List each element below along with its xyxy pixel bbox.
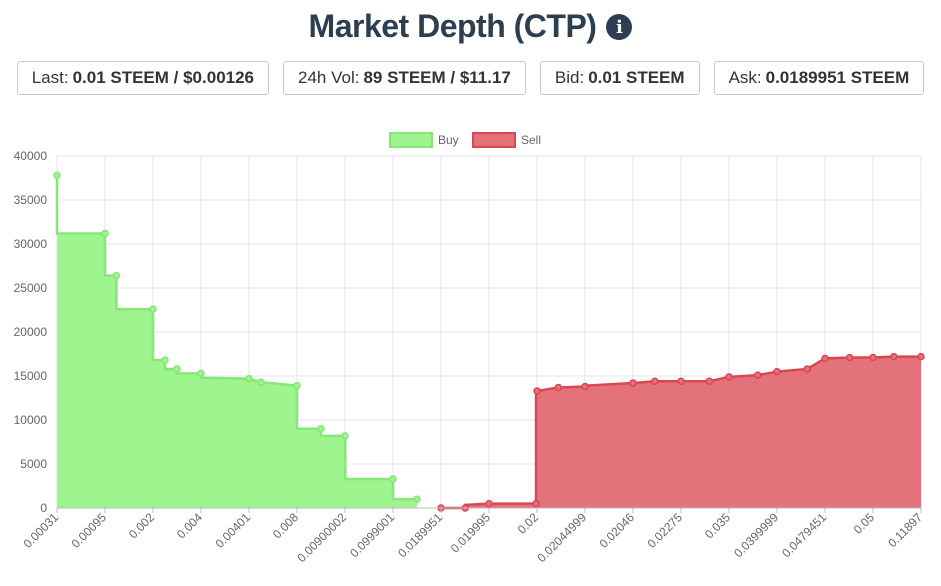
y-tick-label: 0 (40, 501, 47, 515)
legend-swatch-sell (472, 132, 516, 148)
data-point-buy (257, 378, 265, 386)
data-point-buy (317, 425, 325, 433)
x-tick-label: 0.02044999 (534, 510, 589, 565)
x-tick-label: 0.0479451 (779, 510, 829, 560)
legend-swatch-buy (389, 132, 433, 148)
legend-label-sell: Sell (521, 133, 541, 147)
x-tick-label: 0.11897 (885, 510, 925, 550)
stat-volume: 24h Vol: 89 STEEM / $11.17 (283, 61, 526, 95)
y-tick-label: 5000 (20, 457, 47, 471)
y-tick-label: 10000 (14, 413, 48, 427)
data-point-sell (651, 377, 659, 386)
data-point-buy (149, 305, 157, 313)
x-tick-label: 0.00031 (21, 510, 62, 551)
title-row: Market Depth (CTP) i (0, 4, 941, 48)
x-tick-label: 0.0399999 (731, 510, 781, 560)
data-point-sell (890, 352, 898, 361)
series-area-sell (441, 356, 921, 508)
stat-ask: Ask: 0.0189951 STEEM (713, 61, 925, 95)
stat-bid-value: 0.01 STEEM (588, 68, 685, 87)
stat-last-value: 0.01 STEEM / $0.00126 (72, 68, 255, 87)
data-point-buy (341, 432, 349, 440)
stat-volume-label: 24h Vol: (298, 68, 360, 87)
stat-last: Last: 0.01 STEEM / $0.00126 (16, 61, 270, 95)
data-point-sell (629, 379, 637, 387)
data-point-buy (293, 381, 301, 390)
data-point-sell (485, 499, 493, 508)
y-tick-label: 40000 (14, 149, 48, 163)
legend-label-buy: Buy (438, 133, 459, 147)
depth-chart: 0 5000 10000 15000 20000 25000 30000 35000 40000… (14, 132, 925, 565)
data-point-sell (554, 383, 563, 392)
stat-ask-label: Ask: (728, 68, 762, 87)
page-title: Market Depth (CTP) (308, 7, 597, 44)
data-point-sell (845, 353, 854, 362)
x-tick-label: 0.00095 (69, 510, 110, 551)
x-tick-label: 0.0999001 (347, 510, 397, 560)
x-tick-label: 0.0189951 (395, 510, 445, 560)
data-point-sell (754, 371, 762, 379)
legend-item-sell[interactable]: Sell (472, 132, 541, 148)
data-point-buy (161, 356, 169, 364)
y-tick-label: 15000 (14, 369, 48, 383)
x-tick-label: 0.02275 (645, 510, 686, 551)
data-point-sell (773, 367, 781, 376)
data-point-buy (112, 271, 121, 280)
x-tick-label: 0.05 (851, 510, 878, 537)
x-tick-label: 0.019995 (448, 510, 494, 556)
data-point-sell (705, 377, 714, 386)
data-point-buy (389, 475, 397, 483)
x-tick-label: 0.02 (515, 510, 542, 537)
y-tick-label: 35000 (14, 193, 48, 207)
data-point-sell (581, 382, 589, 391)
data-point-sell (917, 352, 925, 361)
data-point-buy (101, 229, 109, 238)
y-tick-label: 20000 (14, 325, 48, 339)
data-point-sell (803, 365, 811, 373)
data-point-sell (677, 377, 685, 386)
x-tick-label: 0.00900002 (294, 510, 349, 565)
stat-bid: Bid: 0.01 STEEM (539, 61, 700, 95)
x-tick-label: 0.002 (126, 510, 157, 541)
stat-volume-value: 89 STEEM / $11.17 (363, 68, 511, 87)
data-point-sell (533, 387, 541, 395)
x-tick-label: 0.035 (702, 510, 733, 541)
x-tick-label: 0.00401 (213, 510, 254, 551)
stat-bid-label: Bid: (554, 68, 585, 87)
data-point-sell (725, 373, 733, 381)
data-point-buy (413, 495, 421, 503)
stats-bar: Last: 0.01 STEEM / $0.00126 24h Vol: 89 … (0, 61, 941, 95)
data-point-sell (869, 353, 877, 362)
y-tick-label: 30000 (14, 237, 48, 251)
legend-item-buy[interactable]: Buy (389, 132, 459, 148)
data-point-buy (173, 365, 181, 373)
data-point-buy (53, 171, 61, 180)
data-point-sell (821, 354, 829, 363)
x-tick-label: 0.02046 (597, 510, 638, 551)
stat-last-label: Last: (31, 68, 69, 87)
y-tick-label: 25000 (14, 281, 48, 295)
stat-ask-value: 0.0189951 STEEM (765, 68, 910, 87)
data-point-sell (532, 499, 540, 508)
x-tick-label: 0.004 (174, 510, 205, 541)
data-point-buy (245, 374, 253, 383)
x-tick-label: 0.008 (270, 510, 301, 541)
data-point-buy (197, 369, 205, 378)
info-circle-icon[interactable]: i (606, 14, 633, 40)
series-area-buy (57, 175, 417, 509)
